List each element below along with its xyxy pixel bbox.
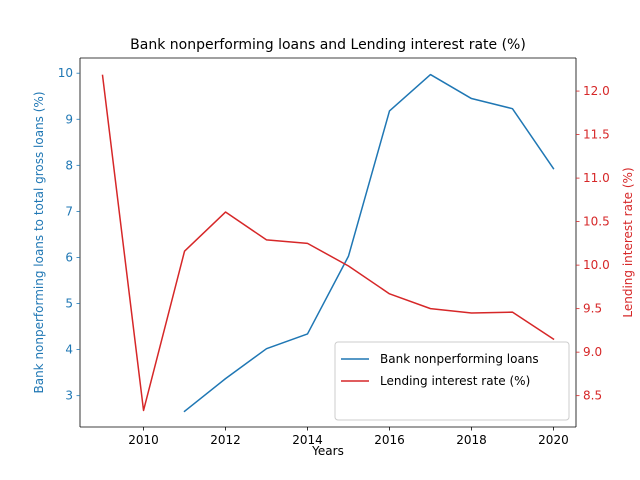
y-left-tick-label: 8	[65, 158, 73, 172]
y-left-tick-label: 3	[65, 389, 73, 403]
y-right-tick-label: 11.0	[583, 171, 610, 185]
chart-title: Bank nonperforming loans and Lending int…	[130, 37, 526, 53]
y-right-tick-label: 10.0	[583, 258, 610, 272]
y-right-tick-label: 9.5	[583, 302, 602, 316]
x-axis-label: Years	[311, 444, 344, 458]
series-line-nonperforming-loans	[183, 73, 555, 413]
y-left-tick-label: 4	[65, 343, 73, 357]
legend-label: Lending interest rate (%)	[380, 374, 530, 388]
x-tick-label: 2018	[456, 433, 487, 447]
y-right-axis-label: Lending interest rate (%)	[621, 167, 635, 317]
series-line-lending-rate	[101, 74, 555, 412]
y-left-tick-label: 9	[65, 112, 73, 126]
y-left-tick-label: 10	[58, 66, 73, 80]
y-right-tick-label: 8.5	[583, 389, 602, 403]
y-right-tick-label: 11.5	[583, 128, 610, 142]
x-tick-label: 2014	[292, 433, 323, 447]
y-left-axis-label: Bank nonperforming loans to total gross …	[32, 91, 46, 393]
legend-box	[334, 341, 570, 421]
legend: Bank nonperforming loans Lending interest…	[334, 341, 570, 421]
y-left-tick-label: 7	[65, 204, 73, 218]
x-tick-label: 2012	[210, 433, 241, 447]
y-right-tick-label: 9.0	[583, 345, 602, 359]
y-left-tick-label: 5	[65, 297, 73, 311]
x-tick-label: 2020	[538, 433, 569, 447]
series-layer	[101, 73, 555, 413]
x-tick-label: 2010	[128, 433, 159, 447]
y-right-tick-label: 10.5	[583, 215, 610, 229]
y-left-tick-label: 6	[65, 250, 73, 264]
x-tick-label: 2016	[374, 433, 405, 447]
axes: 2010 2012 2014 2016 2018 2020 3 4 5 6 7 8 9 10 8.5 9.0 9…	[32, 57, 635, 458]
legend-label: Bank nonperforming loans	[380, 352, 539, 366]
y-right-tick-label: 12.0	[583, 84, 610, 98]
